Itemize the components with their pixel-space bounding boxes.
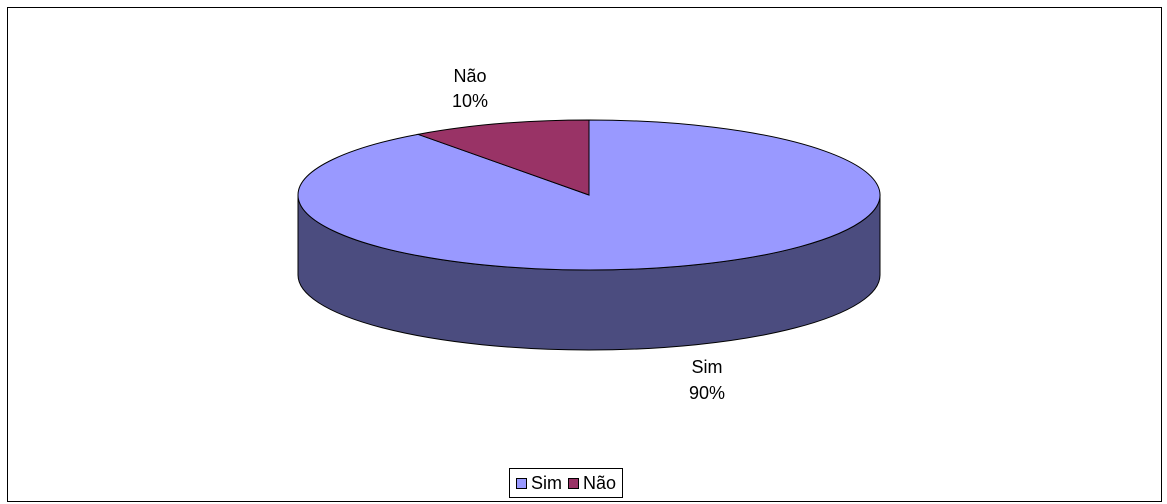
slice-label-sim-name: Sim <box>692 357 723 377</box>
slice-label-nao-value: 10% <box>452 91 488 111</box>
legend-item-sim: Sim <box>516 473 562 494</box>
legend-swatch-sim <box>516 477 527 489</box>
pie-slice-nao <box>416 119 590 196</box>
legend-swatch-nao <box>568 477 579 489</box>
legend-item-nao: Não <box>568 473 616 494</box>
legend-label-nao: Não <box>583 472 617 493</box>
legend: Sim Não <box>509 468 624 498</box>
pie-tops <box>297 119 881 271</box>
slice-label-nao-name: Não <box>453 66 486 86</box>
slice-label-sim-value: 90% <box>689 383 725 403</box>
legend-label-sim: Sim <box>531 472 562 493</box>
